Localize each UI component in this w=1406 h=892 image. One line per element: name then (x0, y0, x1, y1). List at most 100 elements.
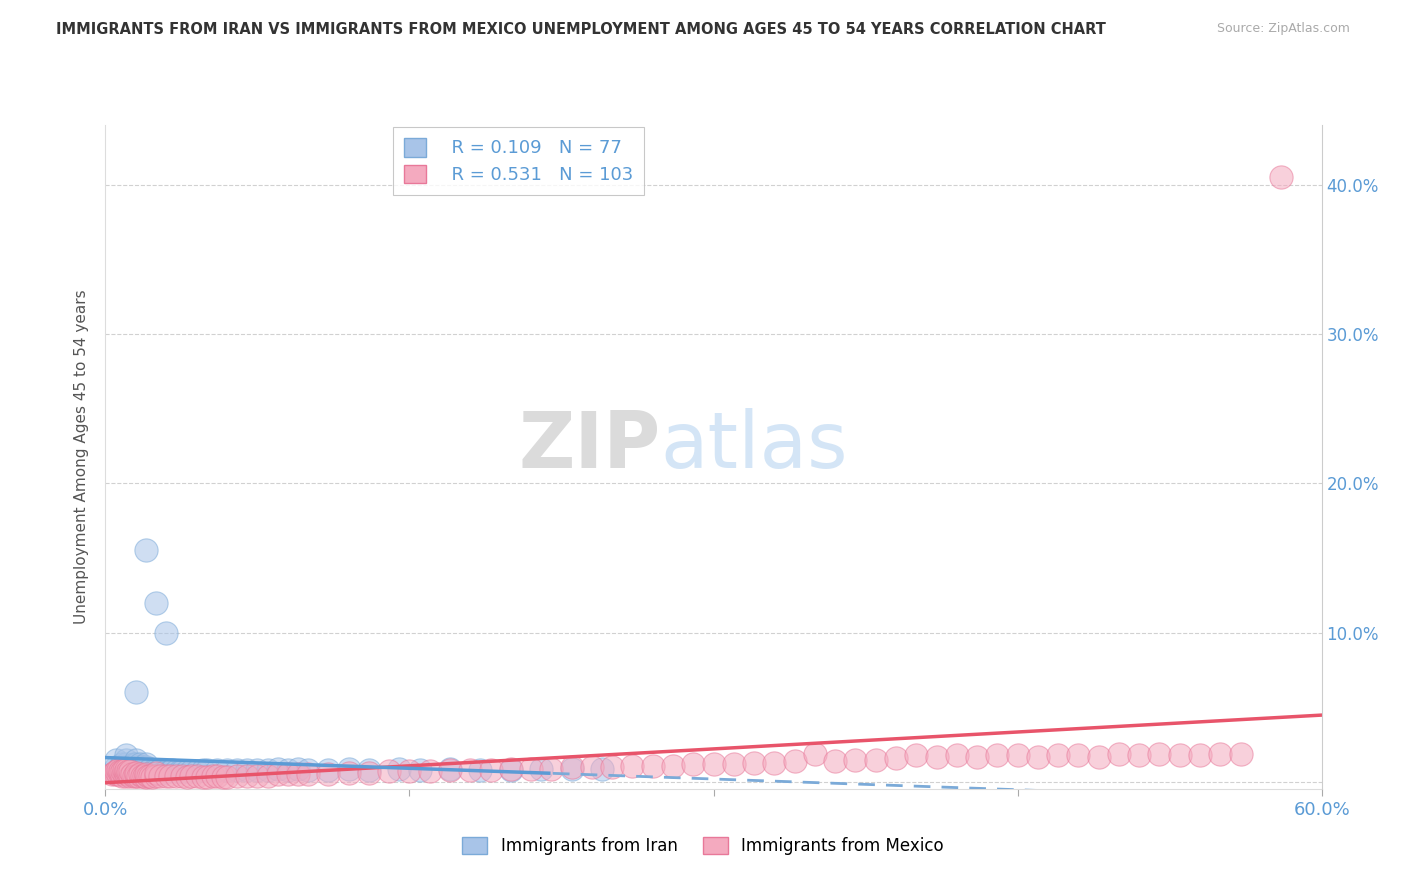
Point (145, 596, 167, 610)
Point (114, 760, 136, 774)
Point (108, 760, 131, 774)
Point (1229, 747, 1251, 761)
Point (408, 763, 430, 777)
Point (114, 766, 136, 780)
Point (104, 753, 127, 767)
Point (763, 756, 786, 770)
Point (135, 771, 157, 785)
Point (107, 767, 129, 781)
Point (135, 767, 157, 781)
Point (135, 763, 157, 777)
Point (155, 764, 177, 779)
Point (117, 764, 139, 779)
Point (337, 762, 360, 776)
Point (217, 771, 239, 785)
Point (499, 763, 522, 777)
Point (127, 763, 149, 777)
Point (236, 763, 259, 777)
Point (357, 763, 380, 777)
Point (378, 764, 401, 779)
Point (112, 763, 135, 777)
Point (865, 753, 887, 767)
Point (131, 760, 153, 774)
Point (600, 760, 623, 774)
Point (131, 763, 153, 777)
Point (388, 762, 411, 776)
Point (100, 767, 122, 781)
Point (131, 769, 153, 783)
Point (125, 762, 148, 776)
Point (844, 753, 866, 767)
Point (125, 769, 148, 783)
Point (1189, 747, 1212, 762)
Point (561, 760, 583, 774)
Point (149, 769, 172, 783)
Point (479, 763, 502, 777)
Point (641, 758, 664, 772)
Point (297, 767, 319, 781)
Point (884, 751, 907, 765)
Point (212, 771, 235, 785)
Point (1026, 749, 1049, 764)
Point (905, 747, 928, 762)
Point (135, 757, 157, 772)
Point (127, 769, 149, 783)
Point (337, 766, 360, 780)
Point (925, 749, 948, 764)
Point (1168, 747, 1191, 762)
Point (129, 757, 152, 772)
Point (1067, 747, 1090, 762)
Point (155, 625, 177, 640)
Point (1087, 749, 1109, 764)
Text: IMMIGRANTS FROM IRAN VS IMMIGRANTS FROM MEXICO UNEMPLOYMENT AMONG AGES 45 TO 54 : IMMIGRANTS FROM IRAN VS IMMIGRANTS FROM … (56, 22, 1107, 37)
Point (499, 762, 522, 776)
Point (145, 769, 167, 783)
Point (112, 760, 135, 774)
Legend: Immigrants from Iran, Immigrants from Mexico: Immigrants from Iran, Immigrants from Me… (456, 830, 950, 862)
Point (180, 764, 202, 779)
Point (141, 771, 163, 785)
Point (114, 767, 136, 781)
Point (155, 769, 177, 783)
Point (540, 762, 562, 776)
Point (103, 766, 125, 780)
Point (256, 769, 278, 783)
Point (146, 764, 169, 779)
Point (357, 766, 380, 780)
Point (530, 762, 553, 776)
Point (135, 760, 157, 774)
Point (108, 767, 131, 781)
Legend:   R = 0.109   N = 77,   R = 0.531   N = 103: R = 0.109 N = 77, R = 0.531 N = 103 (394, 128, 644, 194)
Point (591, 762, 613, 776)
Point (217, 763, 239, 777)
Point (162, 763, 184, 777)
Point (145, 766, 167, 780)
Point (1047, 747, 1070, 762)
Point (139, 769, 162, 783)
Point (702, 757, 725, 772)
Point (141, 766, 163, 780)
Point (662, 758, 685, 772)
Point (129, 764, 152, 779)
Point (191, 763, 214, 777)
Point (111, 763, 134, 777)
Point (112, 767, 135, 781)
Point (986, 747, 1008, 762)
Point (682, 757, 704, 772)
Point (205, 763, 228, 777)
Point (318, 767, 340, 781)
Point (180, 769, 202, 783)
Point (165, 769, 187, 783)
Point (132, 769, 155, 783)
Point (246, 769, 269, 783)
Point (114, 769, 136, 783)
Point (783, 754, 806, 768)
Point (256, 763, 278, 777)
Point (195, 771, 218, 785)
Point (127, 760, 149, 774)
Point (159, 764, 181, 779)
Point (176, 764, 198, 779)
Point (111, 757, 134, 772)
Point (165, 764, 187, 779)
Point (419, 764, 441, 779)
